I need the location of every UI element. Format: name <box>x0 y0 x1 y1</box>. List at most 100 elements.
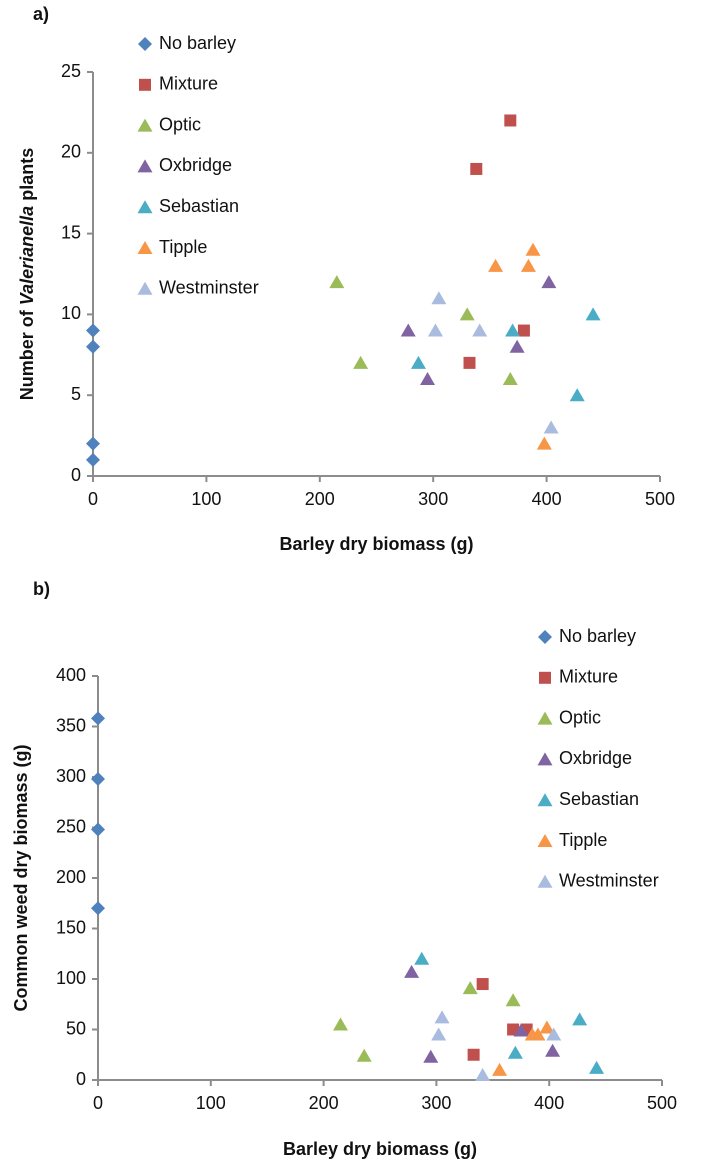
point <box>434 1010 450 1024</box>
point <box>91 901 105 916</box>
point <box>86 339 100 354</box>
y-tick-label: 150 <box>56 917 86 937</box>
point <box>470 162 483 175</box>
point <box>353 355 369 369</box>
x-axis-title: Barley dry biomass (g) <box>279 534 473 554</box>
point <box>423 1049 439 1063</box>
point <box>530 1027 546 1041</box>
point <box>431 291 447 305</box>
point <box>420 372 436 386</box>
point <box>541 275 557 289</box>
point <box>502 372 518 386</box>
point <box>572 1012 588 1026</box>
legend-label: No barley <box>159 33 236 53</box>
legend-marker <box>137 118 153 132</box>
x-tick-label: 500 <box>645 489 675 509</box>
legend-marker <box>137 159 153 173</box>
legend-label: Tipple <box>159 237 207 257</box>
point <box>329 275 345 289</box>
y-tick-label: 250 <box>56 816 86 836</box>
y-tick-label: 0 <box>76 1069 86 1089</box>
point <box>543 420 559 434</box>
point <box>509 339 525 353</box>
point <box>539 1020 555 1034</box>
legend-marker <box>138 37 152 51</box>
y-axis-title: Common weed dry biomass (g) <box>11 744 31 1011</box>
legend-label: Sebastian <box>159 196 239 216</box>
x-tick-label: 200 <box>305 489 335 509</box>
panel-label: b) <box>33 579 50 599</box>
legend-label: Mixture <box>559 667 618 687</box>
point <box>462 981 478 995</box>
point <box>513 1023 529 1037</box>
x-tick-label: 300 <box>421 1093 451 1113</box>
legend-marker <box>537 874 553 888</box>
legend-label: Optic <box>159 114 201 134</box>
y-tick-label: 400 <box>56 665 86 685</box>
y-tick-label: 10 <box>61 303 81 323</box>
point <box>333 1017 349 1031</box>
point <box>475 1067 491 1081</box>
legend-label: Oxbridge <box>159 155 232 175</box>
point <box>91 822 105 837</box>
y-tick-label: 20 <box>61 142 81 162</box>
legend-label: Westminster <box>559 871 659 891</box>
point <box>545 1043 561 1057</box>
point <box>472 323 488 337</box>
point <box>505 323 521 337</box>
point <box>589 1060 605 1074</box>
legend-marker <box>537 711 553 725</box>
legend-marker <box>137 200 153 214</box>
point <box>517 324 530 337</box>
point <box>414 951 430 965</box>
point <box>476 978 489 991</box>
point <box>525 242 541 256</box>
point <box>520 258 536 272</box>
point <box>569 388 585 402</box>
legend-label: Mixture <box>159 74 218 94</box>
y-axis-title-part: Valerianella <box>17 206 37 305</box>
legend-label: Oxbridge <box>559 748 632 768</box>
x-tick-label: 100 <box>191 489 221 509</box>
point <box>488 258 504 272</box>
legend-marker <box>537 793 553 807</box>
y-tick-label: 15 <box>61 222 81 242</box>
point <box>86 323 100 338</box>
point <box>459 307 475 321</box>
legend-label: No barley <box>559 626 636 646</box>
x-tick-label: 300 <box>418 489 448 509</box>
x-tick-label: 200 <box>309 1093 339 1113</box>
legend-marker <box>537 752 553 766</box>
legend-marker <box>539 671 551 684</box>
y-tick-label: 200 <box>56 867 86 887</box>
x-tick-label: 400 <box>534 1093 564 1113</box>
legend-marker <box>137 281 153 295</box>
legend-label: Optic <box>559 707 601 727</box>
point <box>431 1027 447 1041</box>
legend-label: Westminster <box>159 278 259 298</box>
point <box>86 452 100 467</box>
y-tick-label: 100 <box>56 968 86 988</box>
point <box>585 307 601 321</box>
point <box>536 436 552 450</box>
point <box>404 964 420 978</box>
legend-marker <box>139 78 151 91</box>
legend-marker <box>537 834 553 847</box>
y-tick-label: 50 <box>66 1018 86 1038</box>
y-tick-label: 5 <box>71 384 81 404</box>
y-tick-label: 350 <box>56 715 86 735</box>
x-tick-label: 500 <box>647 1093 677 1113</box>
x-axis-title: Barley dry biomass (g) <box>283 1139 477 1159</box>
point <box>91 772 105 787</box>
y-axis-title-part: Number of <box>17 305 37 400</box>
y-axis-title: Number of Valerianella plants <box>17 148 37 400</box>
point <box>356 1048 372 1062</box>
y-axis-title-part: plants <box>17 148 37 206</box>
legend-marker <box>137 241 153 254</box>
legend-label: Tipple <box>559 830 607 850</box>
legend-marker <box>538 630 552 644</box>
point <box>86 436 100 451</box>
x-tick-label: 400 <box>532 489 562 509</box>
x-tick-label: 100 <box>196 1093 226 1113</box>
